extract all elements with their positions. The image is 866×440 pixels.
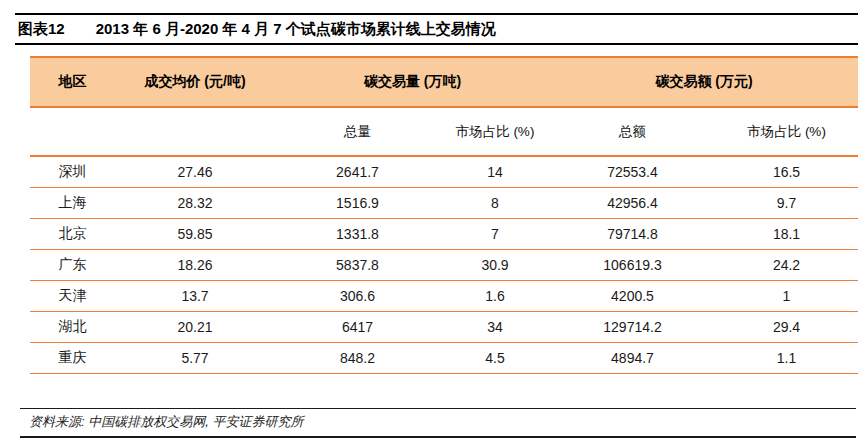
table-header-row: 地区 成交均价 (元/吨) 碳交易量 (万吨) 碳交易额 (万元) bbox=[30, 57, 858, 107]
cell-volume-total: 306.6 bbox=[275, 281, 440, 312]
cell-volume-total: 1516.9 bbox=[275, 188, 440, 219]
cell-volume-total: 5837.8 bbox=[275, 250, 440, 281]
cell-volume-share: 1.6 bbox=[440, 281, 550, 312]
subheader-spacer bbox=[30, 107, 115, 156]
cell-region: 北京 bbox=[30, 219, 115, 250]
column-group-amount: 碳交易额 (万元) bbox=[550, 57, 858, 107]
cell-region: 湖北 bbox=[30, 312, 115, 343]
cell-region: 上海 bbox=[30, 188, 115, 219]
cell-avg-price: 20.21 bbox=[115, 312, 275, 343]
table-row: 上海 28.32 1516.9 8 42956.4 9.7 bbox=[30, 188, 858, 219]
cell-amount-share: 29.4 bbox=[715, 312, 858, 343]
cell-region: 天津 bbox=[30, 281, 115, 312]
figure-title: 2013 年 6 月-2020 年 4 月 7 个试点碳市场累计线上交易情况 bbox=[96, 20, 496, 37]
table-row: 重庆 5.77 848.2 4.5 4894.7 1.1 bbox=[30, 343, 858, 374]
cell-volume-total: 1331.8 bbox=[275, 219, 440, 250]
cell-amount-share: 16.5 bbox=[715, 156, 858, 188]
cell-volume-share: 8 bbox=[440, 188, 550, 219]
cell-volume-share: 30.9 bbox=[440, 250, 550, 281]
cell-amount-share: 1 bbox=[715, 281, 858, 312]
cell-region: 重庆 bbox=[30, 343, 115, 374]
column-header-volume-share: 市场占比 (%) bbox=[440, 107, 550, 156]
subheader-spacer bbox=[115, 107, 275, 156]
cell-amount-total: 79714.8 bbox=[550, 219, 715, 250]
cell-volume-share: 4.5 bbox=[440, 343, 550, 374]
cell-avg-price: 27.46 bbox=[115, 156, 275, 188]
cell-volume-share: 14 bbox=[440, 156, 550, 188]
column-header-amount-total: 总额 bbox=[550, 107, 715, 156]
cell-volume-share: 34 bbox=[440, 312, 550, 343]
column-header-amount-share: 市场占比 (%) bbox=[715, 107, 858, 156]
cell-region: 广东 bbox=[30, 250, 115, 281]
cell-amount-share: 24.2 bbox=[715, 250, 858, 281]
table-subheader-row: 总量 市场占比 (%) 总额 市场占比 (%) bbox=[30, 107, 858, 156]
cell-amount-total: 42956.4 bbox=[550, 188, 715, 219]
cell-avg-price: 5.77 bbox=[115, 343, 275, 374]
table-row: 北京 59.85 1331.8 7 79714.8 18.1 bbox=[30, 219, 858, 250]
cell-volume-total: 6417 bbox=[275, 312, 440, 343]
table-row: 广东 18.26 5837.8 30.9 106619.3 24.2 bbox=[30, 250, 858, 281]
figure-label: 图表12 bbox=[18, 20, 65, 37]
carbon-market-table: 地区 成交均价 (元/吨) 碳交易量 (万吨) 碳交易额 (万元) 总量 市场占… bbox=[30, 56, 858, 374]
cell-amount-total: 129714.2 bbox=[550, 312, 715, 343]
cell-avg-price: 59.85 bbox=[115, 219, 275, 250]
column-header-volume-total: 总量 bbox=[275, 107, 440, 156]
cell-amount-total: 4200.5 bbox=[550, 281, 715, 312]
cell-avg-price: 18.26 bbox=[115, 250, 275, 281]
table-row: 天津 13.7 306.6 1.6 4200.5 1 bbox=[30, 281, 858, 312]
cell-avg-price: 13.7 bbox=[115, 281, 275, 312]
cell-amount-total: 72553.4 bbox=[550, 156, 715, 188]
cell-volume-total: 848.2 bbox=[275, 343, 440, 374]
table-row: 湖北 20.21 6417 34 129714.2 29.4 bbox=[30, 312, 858, 343]
cell-region: 深圳 bbox=[30, 156, 115, 188]
column-group-volume: 碳交易量 (万吨) bbox=[275, 57, 550, 107]
cell-amount-share: 18.1 bbox=[715, 219, 858, 250]
column-header-avg-price: 成交均价 (元/吨) bbox=[115, 57, 275, 107]
cell-avg-price: 28.32 bbox=[115, 188, 275, 219]
table-row: 深圳 27.46 2641.7 14 72553.4 16.5 bbox=[30, 156, 858, 188]
source-note: 资料来源: 中国碳排放权交易网, 平安证券研究所 bbox=[20, 408, 856, 438]
figure-title-bar: 图表12 2013 年 6 月-2020 年 4 月 7 个试点碳市场累计线上交易… bbox=[15, 13, 858, 45]
cell-volume-share: 7 bbox=[440, 219, 550, 250]
cell-amount-total: 4894.7 bbox=[550, 343, 715, 374]
cell-amount-share: 1.1 bbox=[715, 343, 858, 374]
cell-amount-share: 9.7 bbox=[715, 188, 858, 219]
column-header-region: 地区 bbox=[30, 57, 115, 107]
cell-amount-total: 106619.3 bbox=[550, 250, 715, 281]
cell-volume-total: 2641.7 bbox=[275, 156, 440, 188]
